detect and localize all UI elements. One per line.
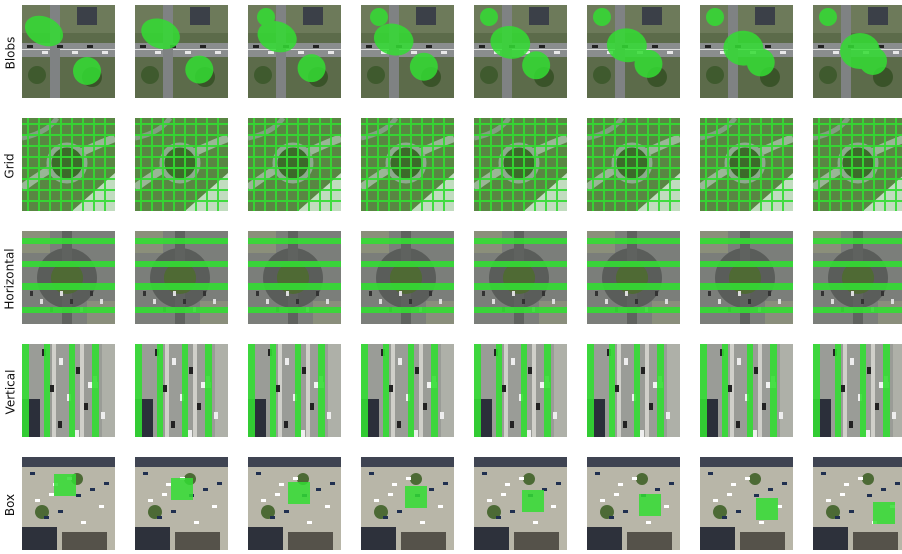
masked-aerial-image bbox=[813, 231, 902, 324]
masked-aerial-image bbox=[474, 5, 567, 98]
tile-box-6 bbox=[587, 457, 680, 550]
tile-box-4 bbox=[361, 457, 454, 550]
tile-grid-6 bbox=[587, 118, 680, 211]
masked-aerial-image bbox=[248, 457, 341, 550]
tile-vertical-4 bbox=[361, 344, 454, 437]
tile-box-8 bbox=[813, 457, 902, 550]
tile-vertical-5 bbox=[474, 344, 567, 437]
masked-aerial-image bbox=[700, 118, 793, 211]
masked-aerial-image bbox=[474, 457, 567, 550]
masked-aerial-image bbox=[22, 457, 115, 550]
tile-horizontal-8 bbox=[813, 231, 902, 324]
tile-grid-3 bbox=[248, 118, 341, 211]
masked-aerial-image bbox=[700, 457, 793, 550]
tile-box-7 bbox=[700, 457, 793, 550]
tile-vertical-2 bbox=[135, 344, 228, 437]
masked-aerial-image bbox=[813, 457, 902, 550]
tile-grid-8 bbox=[813, 118, 902, 211]
masked-aerial-image bbox=[361, 344, 454, 437]
tile-blobs-2 bbox=[135, 5, 228, 98]
masked-aerial-image bbox=[361, 457, 454, 550]
tile-grid-2 bbox=[135, 118, 228, 211]
masked-aerial-image bbox=[22, 5, 115, 98]
masked-aerial-image bbox=[248, 344, 341, 437]
tile-horizontal-5 bbox=[474, 231, 567, 324]
masked-aerial-image bbox=[135, 231, 228, 324]
row-label-horizontal: Horizontal bbox=[3, 247, 17, 310]
tile-box-3 bbox=[248, 457, 341, 550]
tile-horizontal-3 bbox=[248, 231, 341, 324]
masked-aerial-image bbox=[248, 118, 341, 211]
masked-aerial-image bbox=[135, 344, 228, 437]
masked-aerial-image bbox=[700, 5, 793, 98]
masked-aerial-image bbox=[474, 118, 567, 211]
masked-aerial-image bbox=[248, 5, 341, 98]
tile-blobs-4 bbox=[361, 5, 454, 98]
masked-aerial-image bbox=[22, 118, 115, 211]
tile-grid-4 bbox=[361, 118, 454, 211]
tile-grid-5 bbox=[474, 118, 567, 211]
tile-horizontal-6 bbox=[587, 231, 680, 324]
tile-vertical-8 bbox=[813, 344, 902, 437]
row-label-blobs: Blobs bbox=[3, 36, 17, 69]
tile-vertical-3 bbox=[248, 344, 341, 437]
tile-vertical-6 bbox=[587, 344, 680, 437]
tile-grid-7 bbox=[700, 118, 793, 211]
tile-horizontal-7 bbox=[700, 231, 793, 324]
masked-aerial-image bbox=[22, 231, 115, 324]
masked-aerial-image bbox=[248, 231, 341, 324]
row-label-box: Box bbox=[3, 493, 17, 516]
masked-aerial-image bbox=[587, 118, 680, 211]
masked-aerial-image bbox=[587, 457, 680, 550]
tile-vertical-7 bbox=[700, 344, 793, 437]
tile-horizontal-1 bbox=[22, 231, 115, 324]
tile-blobs-6 bbox=[587, 5, 680, 98]
masked-aerial-image bbox=[587, 344, 680, 437]
tile-box-2 bbox=[135, 457, 228, 550]
tile-blobs-8 bbox=[813, 5, 902, 98]
masked-aerial-image bbox=[474, 231, 567, 324]
masked-aerial-image bbox=[587, 5, 680, 98]
masked-aerial-image bbox=[22, 344, 115, 437]
masked-aerial-image bbox=[813, 118, 902, 211]
masked-aerial-image bbox=[700, 231, 793, 324]
masked-aerial-image bbox=[474, 344, 567, 437]
tile-vertical-1 bbox=[22, 344, 115, 437]
tile-blobs-7 bbox=[700, 5, 793, 98]
masked-aerial-image bbox=[587, 231, 680, 324]
masked-aerial-image bbox=[135, 118, 228, 211]
masked-aerial-image bbox=[813, 344, 902, 437]
masked-aerial-image bbox=[361, 5, 454, 98]
masked-aerial-image bbox=[813, 5, 902, 98]
tile-box-5 bbox=[474, 457, 567, 550]
tile-blobs-5 bbox=[474, 5, 567, 98]
tile-box-1 bbox=[22, 457, 115, 550]
masked-aerial-image bbox=[135, 5, 228, 98]
tile-grid-1 bbox=[22, 118, 115, 211]
masked-aerial-image bbox=[361, 231, 454, 324]
masked-aerial-image bbox=[700, 344, 793, 437]
masked-aerial-image bbox=[135, 457, 228, 550]
masked-aerial-image bbox=[361, 118, 454, 211]
tile-horizontal-2 bbox=[135, 231, 228, 324]
row-label-vertical: Vertical bbox=[3, 369, 18, 414]
row-label-grid: Grid bbox=[3, 152, 17, 179]
tile-horizontal-4 bbox=[361, 231, 454, 324]
tile-blobs-3 bbox=[248, 5, 341, 98]
tile-blobs-1 bbox=[22, 5, 115, 98]
